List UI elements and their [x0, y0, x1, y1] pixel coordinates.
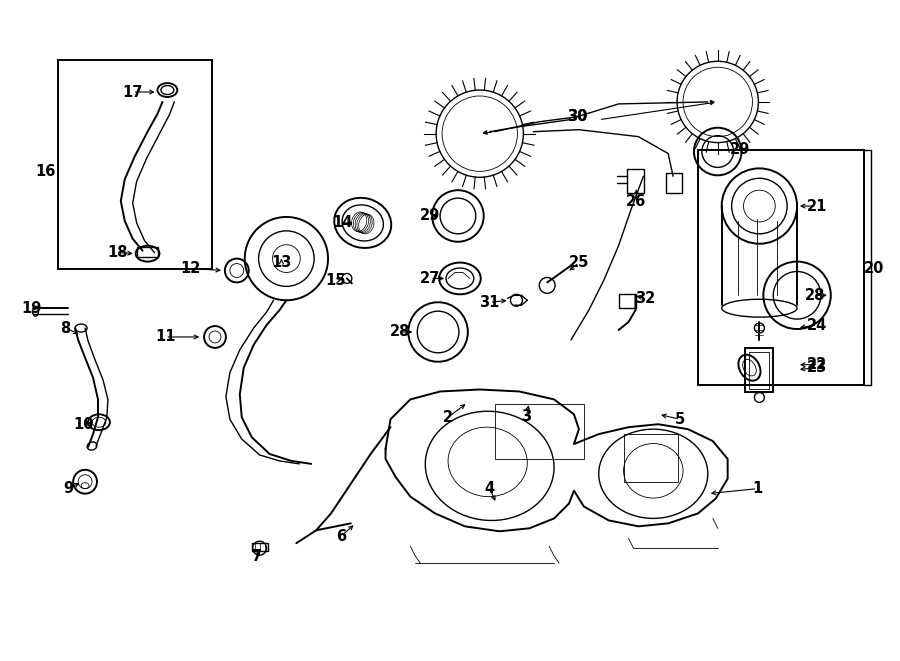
Bar	[626, 169, 644, 193]
Text: 18: 18	[108, 245, 128, 260]
Bar	[252, 543, 267, 551]
Text: 12: 12	[180, 261, 201, 276]
Bar	[666, 173, 682, 193]
Bar	[624, 434, 678, 482]
Text: 17: 17	[122, 85, 143, 100]
Text: 25: 25	[569, 255, 590, 270]
Text: 7: 7	[252, 549, 262, 564]
Text: 16: 16	[35, 164, 56, 179]
Text: 3: 3	[521, 408, 531, 424]
Text: 15: 15	[326, 273, 346, 288]
Text: 29: 29	[420, 208, 440, 223]
Text: 23: 23	[806, 360, 827, 375]
Circle shape	[342, 274, 352, 284]
Text: 5: 5	[675, 412, 685, 427]
Text: 6: 6	[336, 529, 346, 544]
Text: 32: 32	[635, 291, 655, 306]
Bar	[495, 405, 584, 459]
Text: 28: 28	[805, 288, 825, 303]
Text: 2: 2	[443, 410, 453, 425]
Text: 13: 13	[271, 255, 292, 270]
Text: 29: 29	[729, 142, 750, 157]
Bar	[58, 60, 212, 268]
Text: 19: 19	[22, 301, 41, 316]
Text: 27: 27	[420, 271, 440, 286]
Text: 30: 30	[567, 109, 587, 124]
Text: 1: 1	[752, 481, 762, 496]
Bar	[745, 348, 773, 393]
Text: 20: 20	[864, 261, 885, 276]
Text: 31: 31	[480, 295, 500, 310]
Text: 14: 14	[333, 215, 353, 231]
Text: 24: 24	[806, 317, 827, 332]
Bar	[618, 294, 636, 308]
Text: 8: 8	[60, 321, 70, 336]
Text: 11: 11	[155, 329, 176, 344]
Bar	[698, 149, 865, 385]
Text: 28: 28	[391, 325, 410, 340]
Text: 10: 10	[73, 416, 94, 432]
Text: 9: 9	[63, 481, 73, 496]
Text: 4: 4	[484, 481, 495, 496]
Text: 21: 21	[806, 198, 827, 214]
Bar	[137, 247, 158, 256]
Bar	[750, 352, 770, 389]
Text: 26: 26	[626, 194, 646, 209]
Text: 30: 30	[567, 109, 587, 124]
Text: 22: 22	[806, 357, 827, 372]
